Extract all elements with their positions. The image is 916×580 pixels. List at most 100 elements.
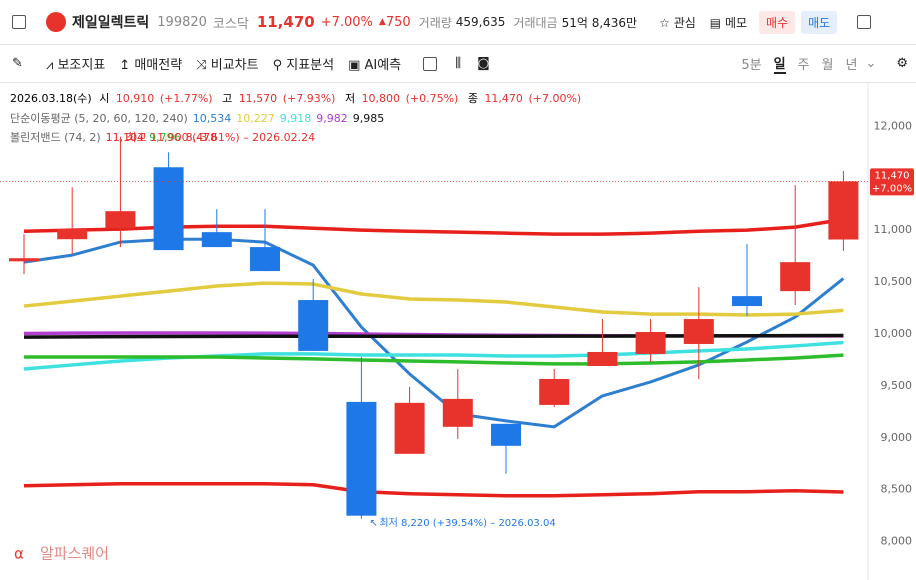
last-price-box <box>870 168 914 196</box>
legend-value: 8,478 <box>186 131 218 144</box>
low-note: 최저 8,220 (+39.54%) – 2026.03.04 <box>379 517 555 529</box>
high-label: 고 <box>222 92 232 105</box>
change-pct: +7.00% <box>320 14 373 30</box>
compare-label: 비교차트 <box>210 58 259 73</box>
analysis-button[interactable]: ⚲ 지표분석 <box>272 58 335 73</box>
candle-body <box>394 402 425 454</box>
up-arrow: ▲ <box>378 17 386 27</box>
camera-tool[interactable]: ◙ <box>477 56 490 71</box>
candle-body <box>732 296 762 307</box>
high-value: 11,570 <box>239 92 278 105</box>
candle-body <box>57 229 88 240</box>
candle-body <box>250 247 280 272</box>
candle-body <box>105 211 136 229</box>
volume-label: 거래량 <box>418 15 452 30</box>
ma-legend: 단순이동평균 (5, 20, 60, 120, 240) 10,534 10,227… <box>10 112 384 125</box>
bb-legend: 볼린저밴드 (74, 2) 11,104 9,796 8,478 <box>10 131 217 144</box>
last-pct-label: +7.00% <box>872 183 912 194</box>
indicator-line <box>23 481 844 498</box>
low-arrow: ↖ <box>369 518 377 529</box>
period-week[interactable]: 주 <box>797 58 810 73</box>
chart: 2026.03.18(수) 시 10,910 (+1.77%) 고 11,570… <box>0 82 914 580</box>
settings[interactable]: ⚙ <box>896 56 908 71</box>
y-tick-label: 10,000 <box>874 327 913 340</box>
low-label: 저 <box>345 92 355 105</box>
market: 코스닥 <box>212 16 249 32</box>
y-tick-label: 11,000 <box>874 223 913 236</box>
period-year[interactable]: 년 <box>845 58 858 73</box>
indicator-line <box>23 281 844 317</box>
indicator-line <box>24 353 844 366</box>
period-5m[interactable]: 5분 <box>741 58 762 73</box>
legend-value: 9,918 <box>280 112 312 125</box>
candle-body <box>491 423 521 446</box>
period-day[interactable]: 일 <box>773 53 786 74</box>
logo: 알파스퀘어 <box>40 545 109 563</box>
close-value: 11,470 <box>484 92 523 105</box>
candle-body <box>153 167 184 251</box>
legend-value: 10,227 <box>236 112 275 125</box>
close-label: 종 <box>468 92 478 105</box>
sell-button[interactable]: 매도 <box>801 10 838 34</box>
y-tick-label: 9,000 <box>881 431 913 444</box>
panel-toggle-right[interactable] <box>857 15 872 29</box>
open-label: 시 <box>99 92 109 105</box>
open-pct: (+1.77%) <box>160 92 213 105</box>
candle-body <box>298 300 329 351</box>
logo-icon: ⍺ <box>14 545 24 563</box>
stock-name: 제일일렉트릭 <box>72 15 150 31</box>
stock-logo <box>46 12 66 32</box>
watch-button[interactable]: ☆ 관심 <box>659 15 696 30</box>
candle-body <box>780 262 811 292</box>
info-line: 2026.03.18(수) 시 10,910 (+1.77%) 고 11,570… <box>10 92 581 105</box>
legend-value: 9,985 <box>353 112 385 125</box>
candle-body <box>539 378 570 405</box>
y-tick-label: 12,000 <box>874 119 913 132</box>
legend-value: 9,796 <box>149 131 181 144</box>
candle-body <box>683 319 714 344</box>
price: 11,470 <box>256 13 315 31</box>
y-tick-label: 10,500 <box>874 275 913 288</box>
candle-body <box>201 232 232 248</box>
stock-code: 199820 <box>157 14 207 30</box>
box-tool[interactable] <box>423 56 438 71</box>
last-price-label: 11,470 <box>875 170 910 181</box>
open-value: 10,910 <box>116 92 155 105</box>
amount-label: 거래대금 <box>513 15 558 30</box>
ai-button[interactable]: ▣ AI예측 <box>348 58 402 73</box>
candle-body <box>828 181 859 240</box>
high-pct: (+7.93%) <box>283 92 336 105</box>
candle-body <box>587 351 618 366</box>
indicator-line <box>23 333 844 339</box>
stock-header: 제일일렉트릭 199820 코스닥 11,470 +7.00% ▲ 750 거래… <box>0 0 916 45</box>
panel-toggle[interactable] <box>12 15 26 29</box>
candle-tool[interactable]: ⫼ <box>455 56 462 71</box>
memo-button[interactable]: ▤ 메모 <box>709 15 748 30</box>
y-tick-label: 8,000 <box>881 535 913 548</box>
volume: 459,635 <box>455 15 506 29</box>
ma-label: 단순이동평균 (5, 20, 60, 120, 240) <box>10 112 188 125</box>
low-value: 10,800 <box>362 92 401 105</box>
buy-button[interactable]: 매수 <box>759 10 796 34</box>
change: 750 <box>385 14 411 30</box>
y-tick-label: 9,500 <box>881 379 913 392</box>
memo-label: 메모 <box>724 15 748 30</box>
close-pct: (+7.00%) <box>528 92 581 105</box>
toolbar: ✎ ⩘ 보조지표 ↥ 매매전략 ⤨ 비교차트 ⚲ 지표분석 ▣ AI예측 ⫼ ◙… <box>0 45 916 83</box>
ai-label: AI예측 <box>364 58 402 73</box>
amount: 51억 8,436만 <box>561 15 638 30</box>
draw-tool[interactable]: ✎ <box>12 56 23 71</box>
indicator-button[interactable]: ⩘ 보조지표 <box>46 58 106 73</box>
low-pct: (+0.75%) <box>406 92 459 105</box>
y-tick-label: 8,500 <box>881 483 913 496</box>
legend-value: 10,534 <box>193 112 232 125</box>
high-note: 최고 11,900 (-3.61%) – 2026.02.24 <box>126 131 315 144</box>
period-more[interactable]: ⌄ <box>865 56 877 71</box>
info-date: 2026.03.18(수) <box>10 92 92 105</box>
strategy-button[interactable]: ↥ 매매전략 <box>119 58 183 73</box>
legend-value: 11,104 <box>106 131 145 144</box>
bb-label: 볼린저밴드 (74, 2) <box>10 131 101 144</box>
period-month[interactable]: 월 <box>821 58 834 73</box>
compare-button[interactable]: ⤨ 비교차트 <box>196 58 259 73</box>
